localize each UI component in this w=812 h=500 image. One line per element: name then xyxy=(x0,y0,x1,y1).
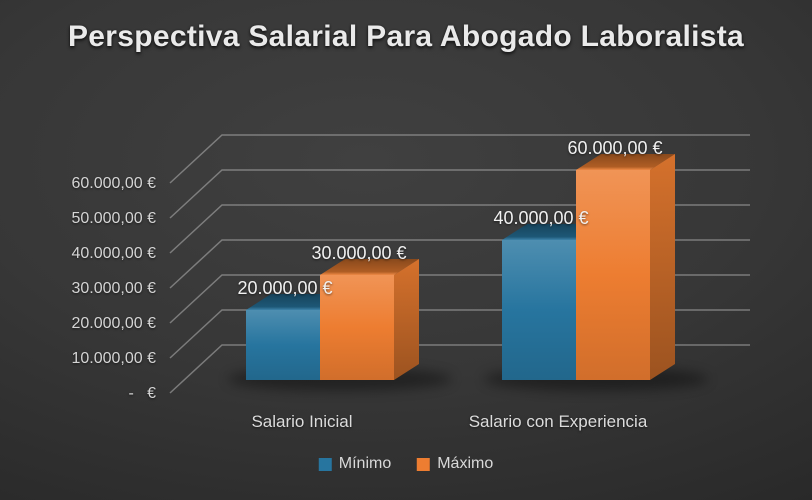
bar-top-face xyxy=(320,259,419,275)
y-axis-tick-labels: 60.000,00 € 50.000,00 € 40.000,00 € 30.000,… xyxy=(71,175,156,402)
bar-side-face xyxy=(394,259,419,380)
legend-label-maximo: Máximo xyxy=(437,455,494,472)
bar-front-face xyxy=(502,240,576,380)
gridline-60000 xyxy=(169,134,750,184)
bar-maximo-salario-inicial xyxy=(320,259,419,380)
bar-side-face xyxy=(650,154,675,380)
category-labels: Salario Inicial Salario con Experiencia xyxy=(251,412,647,431)
y-tick-label-10000: 10.000,00 € xyxy=(71,350,156,367)
legend-swatch-maximo xyxy=(417,457,431,471)
legend-item-minimo: Mínimo xyxy=(318,455,392,473)
data-label-minimo-salario-inicial: 20.000,00 € xyxy=(237,278,332,298)
y-tick-label-60000: 60.000,00 € xyxy=(71,175,156,192)
bar-front-face xyxy=(320,275,394,380)
chart-title: Perspectiva Salarial Para Abogado Labora… xyxy=(68,20,744,53)
y-tick-label-50000: 50.000,00 € xyxy=(71,210,156,227)
bar-maximo-salario-con-experiencia xyxy=(576,154,675,380)
y-tick-label-0: - € xyxy=(128,385,156,402)
bar-top-face xyxy=(576,154,675,170)
data-label-maximo-salario-inicial: 30.000,00 € xyxy=(311,243,406,263)
gridline-50000 xyxy=(169,169,750,219)
category-label-salario-con-experiencia: Salario con Experiencia xyxy=(469,412,648,431)
y-tick-label-30000: 30.000,00 € xyxy=(71,280,156,297)
chart-legend: Mínimo Máximo xyxy=(318,455,493,473)
y-tick-label-40000: 40.000,00 € xyxy=(71,245,156,262)
bar-front-face xyxy=(246,310,320,380)
gridline-40000 xyxy=(169,204,750,254)
category-label-salario-inicial: Salario Inicial xyxy=(251,412,352,431)
legend-item-maximo: Máximo xyxy=(417,455,493,473)
data-labels: 20.000,00 € 30.000,00 € 40.000,00 € 60.000,… xyxy=(237,138,662,298)
data-label-maximo-salario-con-experiencia: 60.000,00 € xyxy=(567,138,662,158)
y-tick-label-20000: 20.000,00 € xyxy=(71,315,156,332)
legend-label-minimo: Mínimo xyxy=(338,455,392,472)
bar-front-face xyxy=(576,170,650,380)
data-label-minimo-salario-con-experiencia: 40.000,00 € xyxy=(493,208,588,228)
legend-swatch-minimo xyxy=(318,457,332,471)
bars xyxy=(246,154,675,380)
